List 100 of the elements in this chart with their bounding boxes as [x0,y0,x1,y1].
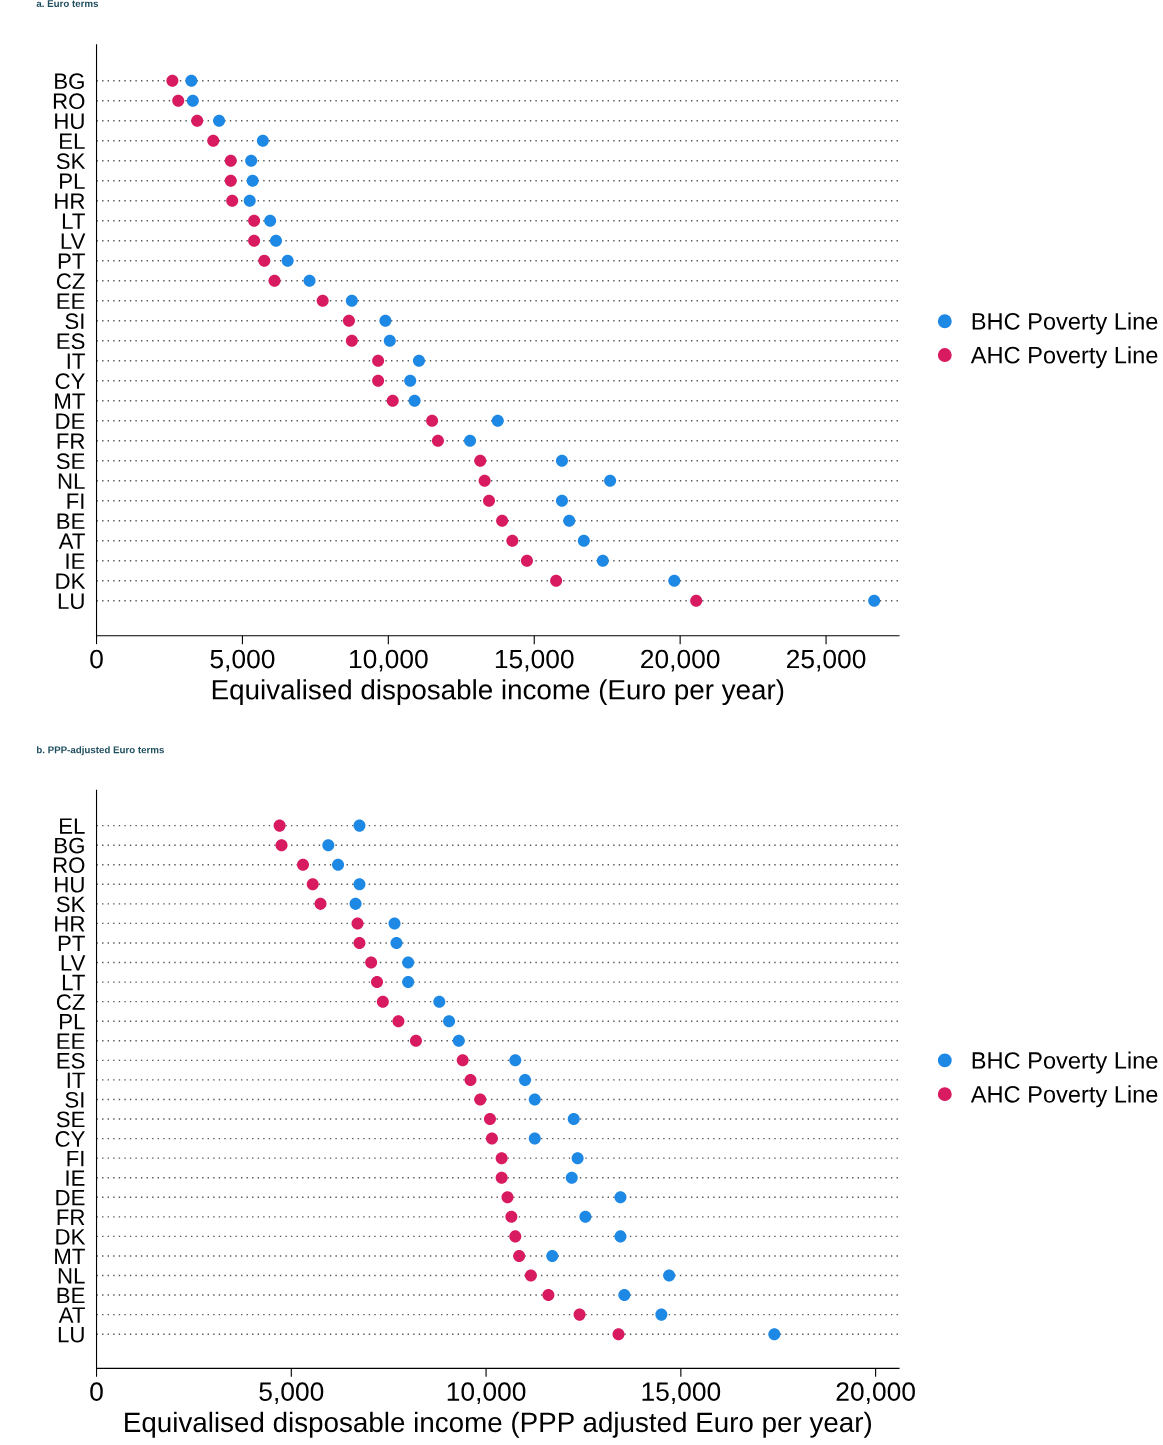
y-tick-label: AT [58,533,85,549]
point [268,274,281,287]
y-tick-label: RO [53,93,85,110]
y-tick-label: FR [57,1209,85,1225]
y-tick-label: LU [58,1326,84,1343]
y-tick-label: EE [57,293,85,309]
y-tick-label: IT [67,353,85,369]
y-tick-label: EL [60,818,85,834]
point [456,1054,469,1067]
point [571,1152,584,1165]
point [452,1034,465,1047]
point [296,858,309,871]
y-tick-label: AT [58,1307,85,1323]
y-tick-label: HU [55,877,84,893]
x-tick-label: 10,000 [447,1382,526,1405]
point [207,134,220,147]
point [412,354,425,367]
y-tick-label: SE [56,1111,85,1128]
point [186,94,199,107]
y-tick-label: MT [55,393,85,409]
y-tick-label: SI [65,1092,84,1108]
y-tick-label: BE [57,1287,85,1304]
y-tick-label: MT [55,1248,85,1264]
y-tick-label: SE [56,453,85,470]
point [224,174,237,187]
point [668,574,681,587]
y-tick-label: DE [56,1190,85,1206]
point [509,1230,522,1243]
y-tick-label: EL [60,133,85,149]
y-tick-label: FR [57,433,85,449]
point [565,1171,578,1184]
point [528,1093,541,1106]
point [464,434,477,447]
point [166,74,179,87]
point [269,234,282,247]
point [226,194,239,207]
point [372,354,385,367]
point [573,1308,586,1321]
y-tick-label: LU [58,593,84,610]
point [372,374,385,387]
point [245,154,258,167]
y-tick-label: IE [66,1170,85,1186]
legend-label: AHC Poverty Line [970,346,1158,369]
x-axis-title: Equivalised disposable income (Euro per year) [212,679,784,706]
point [596,554,609,567]
point [275,839,288,852]
point [505,1210,518,1223]
y-tick-label: CZ [56,994,85,1010]
point [185,74,198,87]
y-tick-label: LV [61,233,86,249]
point [524,1269,537,1282]
y-tick-label: HU [55,113,84,130]
x-axis-title: Equivalised disposable income (PPP adjusted Euro per year) [125,1411,872,1438]
point [404,374,417,387]
point [345,294,358,307]
point [491,414,504,427]
x-tick-label: 25,000 [787,649,866,672]
legend-label: BHC Poverty Line [972,312,1158,335]
point [663,1269,676,1282]
point [868,594,881,607]
point [322,839,335,852]
point [690,594,703,607]
point [264,214,277,227]
x-tick-label: 20,000 [641,649,720,672]
x-tick-label: 15,000 [642,1382,721,1405]
y-tick-label: NL [58,1268,85,1284]
y-tick-label: CY [55,1131,85,1147]
point [618,1289,631,1302]
point [506,534,519,547]
point [402,976,415,989]
y-tick-label: PT [58,253,85,269]
point [258,254,271,267]
point [376,995,389,1008]
point [495,1152,508,1165]
point [579,1210,592,1223]
point [390,936,403,949]
y-tick-label: ES [57,333,85,350]
y-tick-label: PL [60,173,85,189]
point [509,1054,522,1067]
y-tick-label: BG [55,73,84,90]
y-tick-label: RO [53,857,85,874]
point [528,1132,541,1145]
point [563,514,576,527]
x-tick-label: 0 [90,649,103,669]
point [246,174,259,187]
point [306,878,319,891]
point [519,1073,532,1086]
point [342,314,355,327]
point [443,1015,456,1028]
point [353,936,366,949]
point [495,1171,508,1184]
point [433,995,446,1008]
point [577,534,590,547]
chart-title: a. Euro terms [36,0,99,8]
x-tick-label: 20,000 [836,1382,915,1405]
point [555,454,568,467]
point [303,274,316,287]
x-tick-label: 5,000 [210,649,275,672]
legend-label: AHC Poverty Line [970,1085,1158,1108]
y-tick-label: FI [67,493,84,509]
